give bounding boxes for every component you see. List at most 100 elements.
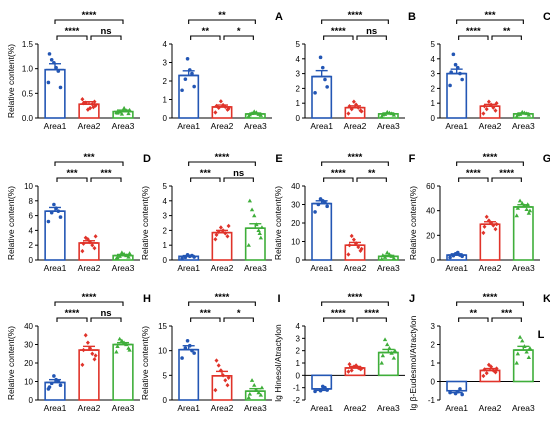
data-point — [520, 201, 525, 205]
y-tick-label: 4 — [431, 55, 436, 64]
data-point — [127, 107, 132, 112]
y-tick-label: 8 — [29, 197, 34, 206]
data-point — [256, 390, 261, 395]
significance-bracket — [188, 19, 256, 24]
y-axis-label: Relative content(%) — [408, 186, 418, 260]
data-point — [223, 231, 228, 236]
x-tick-label: Area1 — [177, 121, 200, 131]
data-point — [356, 365, 361, 371]
bar-area1 — [446, 380, 468, 392]
y-tick-label: 10 — [291, 238, 300, 247]
x-tick-label: Area1 — [310, 263, 333, 273]
panel-letter: K — [543, 293, 550, 305]
data-point — [81, 101, 86, 106]
data-point — [93, 103, 98, 108]
data-point — [80, 362, 85, 368]
x-tick-label: Area1 — [44, 403, 67, 413]
significance-label: ns — [233, 168, 244, 179]
significance-bracket — [458, 177, 489, 182]
data-point — [458, 387, 462, 391]
data-point — [380, 353, 386, 358]
y-tick-label: 0 — [431, 114, 436, 123]
significance-label: * — [237, 26, 241, 37]
significance-label: ns — [100, 308, 111, 319]
data-point — [448, 83, 452, 88]
panel-letter: H — [143, 293, 151, 305]
data-point — [486, 99, 491, 104]
significance-bracket — [321, 301, 389, 306]
significance-label: * — [237, 308, 241, 319]
significance-label: ** — [470, 308, 478, 319]
x-tick-label: Area3 — [512, 263, 535, 273]
significance-bracket — [223, 177, 254, 182]
data-point — [121, 105, 127, 110]
data-point — [183, 77, 188, 81]
data-point — [185, 339, 190, 343]
x-tick-label: Area3 — [112, 403, 135, 413]
significance-bracket — [54, 161, 124, 166]
data-point — [47, 52, 52, 56]
x-tick-label: Area3 — [512, 121, 535, 131]
y-tick-label: 0 — [163, 114, 168, 123]
data-point — [216, 229, 221, 235]
significance-label: *** — [100, 168, 111, 179]
data-point — [455, 65, 460, 70]
data-point — [354, 241, 359, 246]
data-point — [58, 383, 63, 388]
data-point — [119, 250, 125, 255]
data-point — [380, 112, 386, 117]
chart-panel-G: 0 20 40 60 Relative content(%) Area1 Area2 Area… — [408, 152, 550, 273]
x-tick-label: Area3 — [377, 403, 400, 413]
y-tick-label: 10 — [24, 182, 33, 191]
significance-bracket — [458, 35, 489, 40]
significance-bracket — [56, 317, 88, 322]
data-point — [323, 77, 327, 82]
data-point — [489, 220, 494, 226]
significance-bracket — [190, 35, 221, 40]
data-point — [52, 374, 56, 378]
data-point — [460, 392, 464, 397]
y-tick-label: 0 — [29, 396, 34, 405]
data-point — [126, 111, 131, 116]
data-point — [524, 349, 529, 354]
y-tick-label: 3 — [163, 212, 168, 221]
x-tick-label: Area2 — [211, 263, 234, 273]
significance-label: **** — [82, 292, 97, 303]
data-point — [522, 203, 527, 208]
data-point — [119, 338, 125, 343]
data-point — [325, 388, 329, 392]
data-point — [392, 348, 398, 353]
significance-label: *** — [200, 308, 211, 319]
data-point — [453, 391, 458, 396]
significance-bracket — [323, 317, 354, 322]
y-tick-label: 0 — [163, 396, 168, 405]
significance-bracket — [188, 301, 256, 306]
x-tick-label: Area2 — [344, 403, 367, 413]
y-tick-label: 1 — [296, 359, 301, 368]
data-point — [92, 245, 97, 251]
x-tick-label: Area2 — [78, 121, 101, 131]
significance-label: **** — [331, 168, 346, 179]
data-point — [117, 336, 122, 341]
y-axis-label: Relative content(%) — [6, 326, 16, 400]
data-point — [81, 347, 86, 353]
significance-bracket — [54, 301, 124, 306]
significance-bracket — [223, 317, 254, 322]
data-point — [221, 228, 226, 233]
bar-area1 — [311, 75, 333, 119]
data-point — [88, 346, 93, 351]
data-point — [192, 351, 196, 355]
x-tick-label: Area3 — [112, 121, 135, 131]
data-point — [121, 340, 127, 345]
chart-panel-D: 0 2 4 6 8 10 Relative content(%) Area1 Area2 Area… — [6, 152, 151, 273]
data-point — [526, 112, 532, 117]
data-point — [254, 387, 259, 392]
significance-bracket — [321, 19, 389, 24]
data-point — [58, 85, 63, 90]
data-point — [49, 210, 54, 215]
y-axis-label: lg β-Eudesmol/Atractylon — [408, 315, 418, 410]
data-point — [527, 208, 533, 213]
data-point — [54, 65, 58, 70]
